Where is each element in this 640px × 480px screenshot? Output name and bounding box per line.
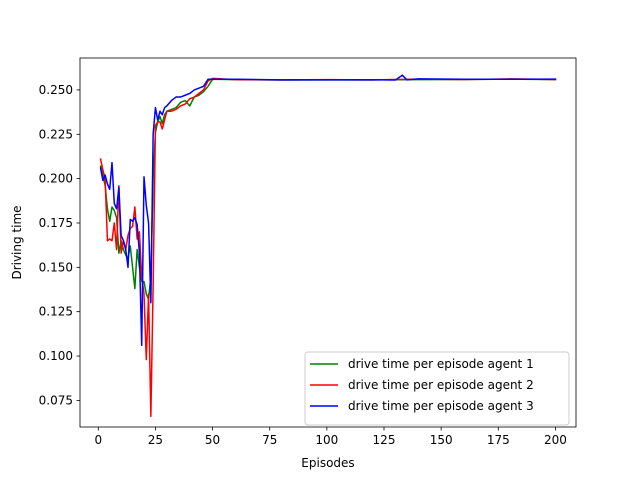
y-tick-label: 0.125 <box>39 305 73 319</box>
y-axis-label: Driving time <box>10 205 24 279</box>
legend-box <box>304 351 570 426</box>
y-tick-label: 0.200 <box>39 172 73 186</box>
x-tick-label: 200 <box>544 433 567 447</box>
x-tick-label: 75 <box>262 433 277 447</box>
y-tick-label: 0.250 <box>39 83 73 97</box>
y-tick-label: 0.150 <box>39 260 73 274</box>
x-tick-label: 175 <box>487 433 510 447</box>
y-tick-label: 0.225 <box>39 127 73 141</box>
x-axis-label: Episodes <box>301 456 354 470</box>
x-tick-label: 100 <box>315 433 338 447</box>
y-tick-label: 0.100 <box>39 349 73 363</box>
legend-label: drive time per episode agent 3 <box>348 399 534 413</box>
series-layer <box>99 74 557 418</box>
legend: drive time per episode agent 1 drive time… <box>304 351 570 426</box>
y-axis-ticks: 0.075 0.100 0.125 0.150 0.175 0.200 0.225 0.250 <box>39 83 80 407</box>
legend-label: drive time per episode agent 1 <box>348 357 534 371</box>
x-tick-label: 25 <box>148 433 163 447</box>
x-axis-ticks: 0 25 50 75 100 125 150 175 200 <box>94 427 567 447</box>
x-tick-label: 0 <box>94 433 102 447</box>
y-tick-label: 0.075 <box>39 393 73 407</box>
y-tick-label: 0.175 <box>39 216 73 230</box>
x-tick-label: 150 <box>430 433 453 447</box>
x-tick-label: 50 <box>205 433 220 447</box>
legend-label: drive time per episode agent 2 <box>348 378 534 392</box>
x-tick-label: 125 <box>373 433 396 447</box>
series-line <box>99 74 557 347</box>
